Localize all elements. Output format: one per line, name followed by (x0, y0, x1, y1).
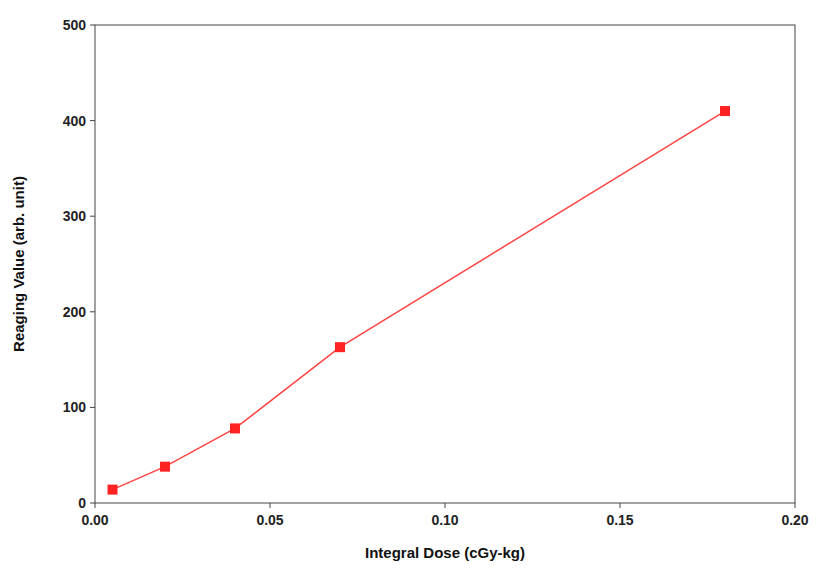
marker (335, 342, 345, 352)
marker (108, 485, 118, 495)
x-tick-label: 0.05 (256, 512, 283, 528)
x-tick (95, 503, 96, 508)
y-tick (90, 120, 95, 121)
y-axis-label: Reaging Value (arb. unit) (10, 176, 27, 352)
x-tick-label: 0.10 (431, 512, 458, 528)
marker (160, 462, 170, 472)
plot-area (95, 25, 795, 503)
x-tick (795, 503, 796, 508)
marker (720, 106, 730, 116)
x-axis-label: Integral Dose (cGy-kg) (365, 544, 525, 561)
series (108, 106, 731, 495)
y-tick-label: 300 (63, 208, 87, 224)
x-tick (620, 503, 621, 508)
x-tick (445, 503, 446, 508)
x-tick-label: 0.15 (606, 512, 633, 528)
y-tick (90, 503, 95, 504)
y-tick (90, 311, 95, 312)
chart: 0.00 0.05 0.10 0.15 0.20 0 100 200 300 400 500 Inte… (0, 0, 825, 578)
y-tick (90, 25, 95, 26)
line (113, 111, 726, 490)
axes: 0.00 0.05 0.10 0.15 0.20 0 100 200 300 400 500 (63, 17, 809, 528)
y-tick-label: 400 (63, 113, 87, 129)
y-tick (90, 407, 95, 408)
marker (230, 423, 240, 433)
y-tick (90, 216, 95, 217)
x-tick-label: 0.00 (81, 512, 108, 528)
y-tick-label: 100 (63, 399, 87, 415)
x-tick-label: 0.20 (781, 512, 808, 528)
x-tick (270, 503, 271, 508)
y-tick-label: 200 (63, 304, 87, 320)
y-tick-label: 500 (63, 17, 87, 33)
plot-frame (95, 25, 795, 503)
y-tick-label: 0 (78, 495, 86, 511)
